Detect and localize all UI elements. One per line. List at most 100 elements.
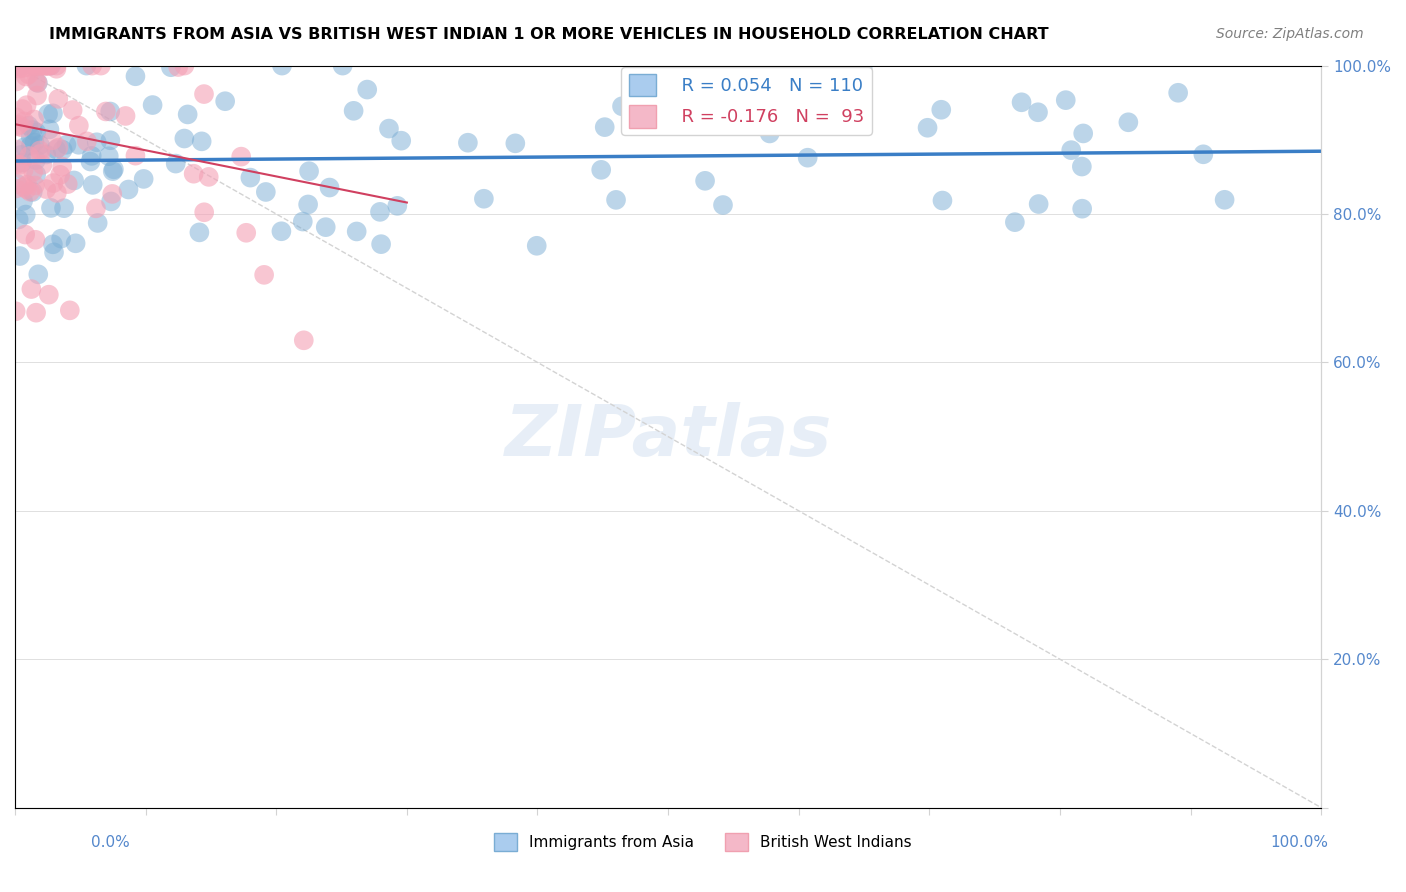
Point	[505, 136, 527, 151]
Point	[593, 120, 616, 135]
Point	[24, 233, 46, 247]
Point	[25, 306, 48, 320]
Point	[929, 103, 952, 117]
Point	[7, 62, 30, 76]
Point	[173, 59, 195, 73]
Point	[1004, 215, 1026, 229]
Point	[100, 133, 122, 147]
Point	[101, 164, 124, 178]
Point	[37, 107, 59, 121]
Point	[90, 59, 112, 73]
Point	[6, 59, 28, 73]
Point	[931, 194, 953, 208]
Point	[14, 140, 37, 154]
Point	[387, 199, 409, 213]
Point	[18, 149, 41, 163]
Point	[79, 154, 101, 169]
Point	[8, 59, 31, 73]
Point	[4, 157, 27, 171]
Point	[315, 220, 337, 235]
Point	[254, 185, 277, 199]
Point	[605, 193, 627, 207]
Point	[49, 168, 72, 182]
Point	[45, 62, 67, 76]
Point	[11, 120, 34, 135]
Point	[24, 59, 46, 73]
Point	[160, 60, 183, 74]
Text: IMMIGRANTS FROM ASIA VS BRITISH WEST INDIAN 1 OR MORE VEHICLES IN HOUSEHOLD CORR: IMMIGRANTS FROM ASIA VS BRITISH WEST IND…	[49, 27, 1049, 42]
Point	[4, 59, 27, 73]
Point	[55, 137, 77, 152]
Point	[22, 59, 45, 73]
Point	[20, 138, 42, 153]
Point	[1118, 115, 1140, 129]
Point	[457, 136, 479, 150]
Point	[14, 208, 37, 222]
Point	[780, 59, 803, 73]
Point	[389, 134, 412, 148]
Point	[114, 109, 136, 123]
Point	[270, 224, 292, 238]
Point	[21, 185, 44, 199]
Point	[291, 214, 314, 228]
Point	[318, 180, 340, 194]
Point	[41, 133, 63, 147]
Point	[472, 192, 495, 206]
Point	[8, 59, 31, 73]
Point	[239, 170, 262, 185]
Point	[45, 59, 67, 73]
Point	[124, 70, 146, 84]
Point	[52, 143, 75, 157]
Point	[11, 102, 34, 116]
Point	[62, 103, 84, 117]
Point	[1071, 127, 1094, 141]
Legend:   R = 0.054   N = 110,   R = -0.176   N =  93: R = 0.054 N = 110, R = -0.176 N = 93	[621, 67, 872, 135]
Point	[1026, 105, 1049, 120]
Point	[27, 76, 49, 90]
Point	[13, 163, 35, 178]
Point	[25, 167, 48, 181]
Point	[6, 74, 28, 88]
Point	[1167, 86, 1189, 100]
Point	[711, 198, 734, 212]
Point	[17, 119, 39, 133]
Point	[103, 162, 125, 177]
Point	[38, 287, 60, 301]
Point	[46, 92, 69, 106]
Point	[94, 104, 117, 119]
Point	[28, 137, 51, 152]
Point	[45, 186, 67, 200]
Point	[1070, 160, 1092, 174]
Point	[39, 59, 62, 73]
Point	[42, 176, 65, 190]
Point	[6, 120, 28, 134]
Point	[7, 59, 30, 73]
Point	[101, 186, 124, 201]
Point	[27, 59, 49, 73]
Point	[86, 216, 108, 230]
Point	[253, 268, 276, 282]
Point	[271, 59, 294, 73]
Point	[98, 104, 121, 119]
Point	[37, 59, 59, 73]
Point	[167, 60, 190, 74]
Point	[1213, 193, 1236, 207]
Text: ZIPatlas: ZIPatlas	[505, 402, 832, 471]
Point	[31, 158, 53, 172]
Point	[42, 237, 65, 252]
Point	[82, 59, 104, 73]
Point	[1028, 197, 1050, 211]
Point	[346, 224, 368, 238]
Point	[298, 164, 321, 178]
Point	[80, 149, 103, 163]
Point	[51, 160, 73, 174]
Point	[8, 158, 31, 172]
Point	[25, 153, 48, 168]
Point	[591, 162, 613, 177]
Point	[10, 148, 32, 162]
Point	[173, 131, 195, 145]
Point	[21, 123, 44, 137]
Point	[1071, 202, 1094, 216]
Point	[214, 94, 236, 108]
Point	[1054, 93, 1077, 107]
